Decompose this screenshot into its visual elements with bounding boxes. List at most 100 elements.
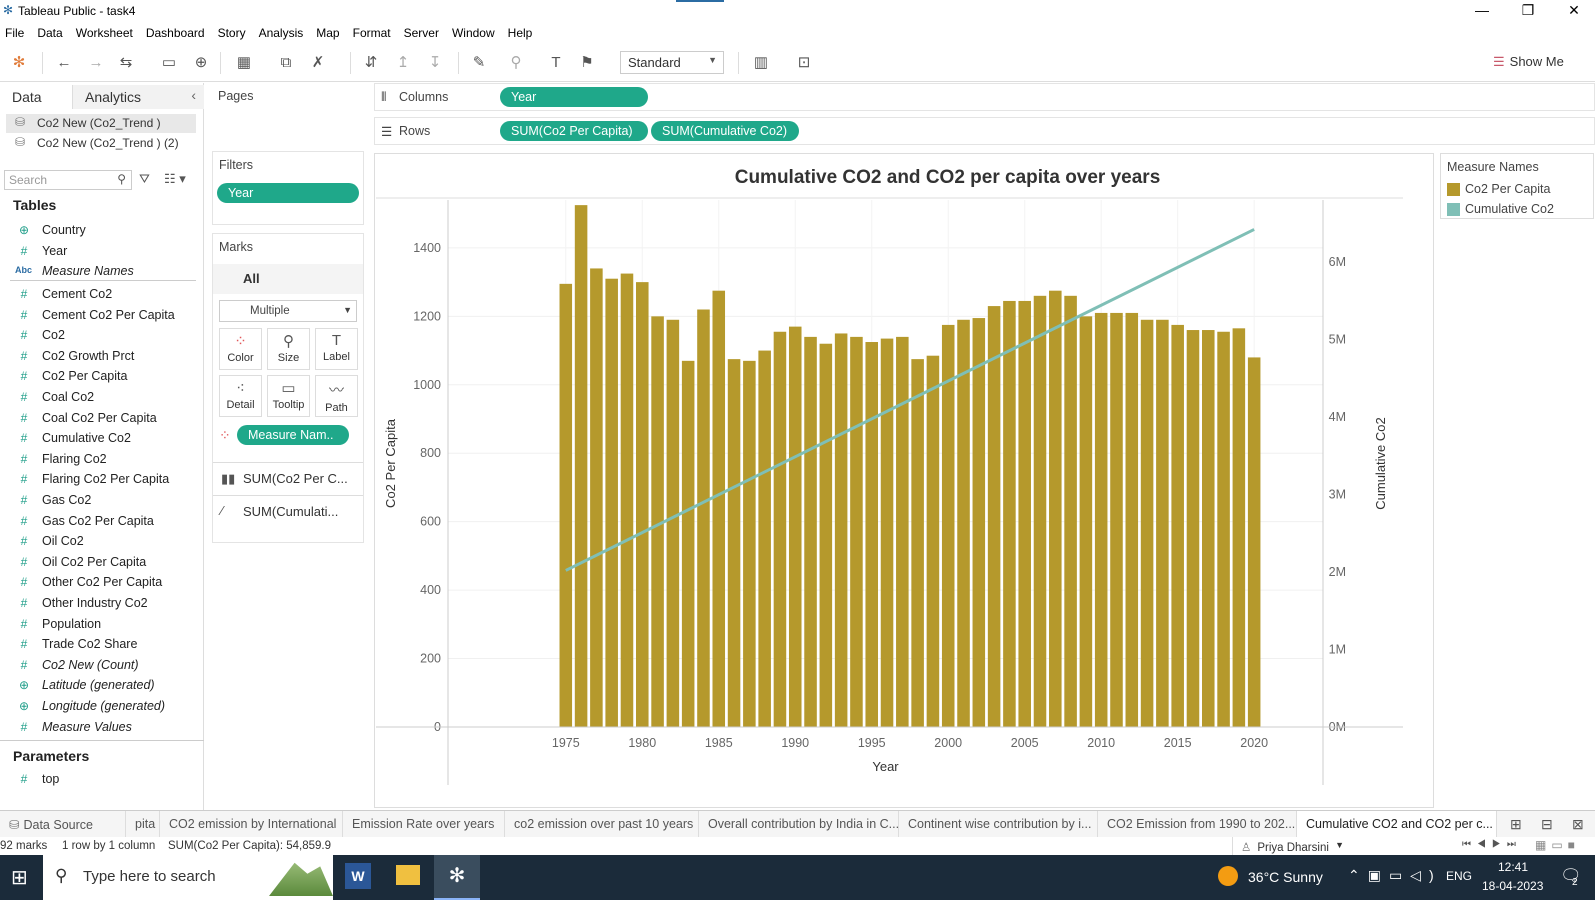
- highlight-icon[interactable]: ✎: [472, 54, 486, 71]
- clear-sheet-icon[interactable]: ✗: [311, 54, 325, 71]
- mark-type-dropdown[interactable]: Multiple ▼: [219, 300, 357, 322]
- sort-desc-icon[interactable]: ↧: [428, 54, 442, 71]
- clock-date[interactable]: 18-04-2023: [1482, 879, 1544, 893]
- columns-shelf[interactable]: ⦀ Columns Year: [374, 83, 1595, 111]
- menu-help[interactable]: Help: [507, 26, 533, 40]
- measure-field[interactable]: # Flaring Co2 Per Capita: [0, 469, 204, 489]
- tab-sheet[interactable]: co2 emission over past 10 years: [505, 811, 699, 838]
- bar-co2-per-capita[interactable]: [1217, 331, 1230, 727]
- color-button[interactable]: ⁘ Color: [219, 328, 262, 370]
- columns-pill-year[interactable]: Year: [500, 87, 648, 107]
- measure-row-cumulative-co2[interactable]: ⁄ SUM(Cumulati...: [213, 496, 363, 528]
- bar-co2-per-capita[interactable]: [1110, 312, 1123, 727]
- show-me-button[interactable]: ☰ Show Me: [1493, 54, 1564, 70]
- bar-co2-per-capita[interactable]: [743, 360, 756, 727]
- redo-icon[interactable]: →: [88, 54, 104, 71]
- bar-co2-per-capita[interactable]: [896, 336, 909, 727]
- filters-card[interactable]: Filters Year: [212, 151, 364, 225]
- detail-button[interactable]: ⁖ Detail: [219, 375, 262, 417]
- tab-data-source[interactable]: ⛁ Data Source: [0, 811, 126, 838]
- color-pill-measure-names[interactable]: Measure Nam..: [237, 425, 349, 445]
- rows-shelf[interactable]: ☰ Rows SUM(Co2 Per Capita) SUM(Cumulativ…: [374, 117, 1595, 145]
- restore-button[interactable]: ❐: [1521, 2, 1535, 18]
- view-options-icon[interactable]: ☷ ▾: [164, 171, 186, 186]
- bar-co2-per-capita[interactable]: [590, 268, 603, 727]
- windows-start-icon[interactable]: ⊞: [11, 867, 28, 889]
- bar-co2-per-capita[interactable]: [1018, 300, 1031, 727]
- bar-co2-per-capita[interactable]: [1033, 295, 1047, 727]
- bar-co2-per-capita[interactable]: [788, 326, 802, 727]
- dimension-field[interactable]: ⊕ Country: [0, 220, 204, 240]
- tableau-app-icon[interactable]: ✻: [434, 855, 480, 900]
- datasource-item[interactable]: ⛁ Co2 New (Co2_Trend ) (2): [6, 134, 196, 153]
- duplicate-sheet-icon[interactable]: ⧉: [280, 54, 292, 71]
- bar-co2-per-capita[interactable]: [559, 283, 573, 727]
- rows-pill-co2-per-capita[interactable]: SUM(Co2 Per Capita): [500, 121, 648, 141]
- path-button[interactable]: 〰 Path: [315, 375, 358, 417]
- rows-pill-cumulative-co2[interactable]: SUM(Cumulative Co2): [651, 121, 799, 141]
- filter-icon[interactable]: ⛛: [139, 171, 150, 186]
- tab-active-sheet[interactable]: Cumulative CO2 and CO2 per c...: [1297, 811, 1497, 838]
- word-app-icon[interactable]: W: [345, 863, 371, 889]
- parameter-item[interactable]: # top: [0, 769, 204, 789]
- dimension-field[interactable]: # Year: [0, 241, 204, 261]
- measure-field[interactable]: # Other Industry Co2: [0, 593, 204, 613]
- measure-field[interactable]: # Trade Co2 Share: [0, 634, 204, 654]
- file-explorer-icon[interactable]: [396, 865, 420, 885]
- tab-sheet[interactable]: CO2 emission by International: [160, 811, 343, 838]
- bar-co2-per-capita[interactable]: [1064, 295, 1077, 727]
- bar-co2-per-capita[interactable]: [636, 282, 649, 727]
- bar-co2-per-capita[interactable]: [651, 316, 664, 727]
- collapse-icon[interactable]: ‹: [191, 87, 196, 103]
- bar-co2-per-capita[interactable]: [911, 359, 924, 727]
- bar-co2-per-capita[interactable]: [865, 342, 879, 727]
- bar-co2-per-capita[interactable]: [1079, 316, 1093, 727]
- taskbar-search[interactable]: ⚲ Type here to search: [43, 855, 333, 900]
- measure-field[interactable]: # Co2 Per Capita: [0, 366, 204, 386]
- pin-icon[interactable]: ⚑: [580, 54, 594, 71]
- line-cumulative-co2[interactable]: [565, 228, 1255, 572]
- bar-co2-per-capita[interactable]: [712, 290, 726, 727]
- label-icon[interactable]: T: [551, 54, 561, 71]
- swap-icon[interactable]: ⇵: [364, 54, 378, 71]
- tab-analytics[interactable]: Analytics ‹: [72, 85, 204, 109]
- bar-co2-per-capita[interactable]: [941, 324, 955, 727]
- bar-co2-per-capita[interactable]: [1171, 324, 1184, 727]
- measure-field[interactable]: # Other Co2 Per Capita: [0, 572, 204, 592]
- measure-field[interactable]: # Flaring Co2: [0, 449, 204, 469]
- measure-field[interactable]: # Oil Co2 Per Capita: [0, 552, 204, 572]
- measure-field[interactable]: # Co2 New (Count): [0, 655, 204, 675]
- replay-icon[interactable]: ⇆: [119, 54, 133, 71]
- menu-story[interactable]: Story: [217, 26, 246, 40]
- bar-co2-per-capita[interactable]: [605, 278, 618, 727]
- legend-label[interactable]: Co2 Per Capita: [1465, 182, 1551, 196]
- bar-co2-per-capita[interactable]: [574, 205, 588, 727]
- bar-co2-per-capita[interactable]: [804, 336, 817, 727]
- bar-co2-per-capita[interactable]: [773, 331, 787, 727]
- tooltip-button[interactable]: ▭ Tooltip: [267, 375, 310, 417]
- tab-sheet[interactable]: Emission Rate over years: [343, 811, 505, 838]
- bar-co2-per-capita[interactable]: [620, 273, 634, 727]
- presentation-icon[interactable]: ⊡: [797, 54, 811, 71]
- menu-data[interactable]: Data: [37, 26, 63, 40]
- bar-co2-per-capita[interactable]: [972, 318, 986, 727]
- menu-window[interactable]: Window: [451, 26, 495, 40]
- measure-field[interactable]: # Co2: [0, 325, 204, 345]
- pages-card[interactable]: Pages: [212, 83, 364, 143]
- tab-sheet[interactable]: CO2 Emission from 1990 to 202...: [1098, 811, 1297, 838]
- bar-co2-per-capita[interactable]: [880, 338, 894, 727]
- show-cards-icon[interactable]: ▥: [753, 54, 769, 71]
- menu-worksheet[interactable]: Worksheet: [75, 26, 133, 40]
- menu-file[interactable]: File: [5, 26, 25, 40]
- bar-co2-per-capita[interactable]: [819, 343, 833, 727]
- bar-co2-per-capita[interactable]: [758, 350, 771, 727]
- bar-co2-per-capita[interactable]: [727, 359, 741, 727]
- tray-icons[interactable]: ⌃▣▭◁): [1348, 867, 1442, 883]
- datasource-item[interactable]: ⛁ Co2 New (Co2_Trend ): [6, 114, 196, 133]
- measure-field[interactable]: # Measure Values: [0, 717, 204, 737]
- add-datasource-icon[interactable]: ⊕: [194, 54, 208, 71]
- sort-asc-icon[interactable]: ↥: [396, 54, 410, 71]
- measure-field[interactable]: # Oil Co2: [0, 531, 204, 551]
- view-mode-icon[interactable]: ▦▭■: [1535, 838, 1580, 852]
- bar-co2-per-capita[interactable]: [681, 360, 695, 727]
